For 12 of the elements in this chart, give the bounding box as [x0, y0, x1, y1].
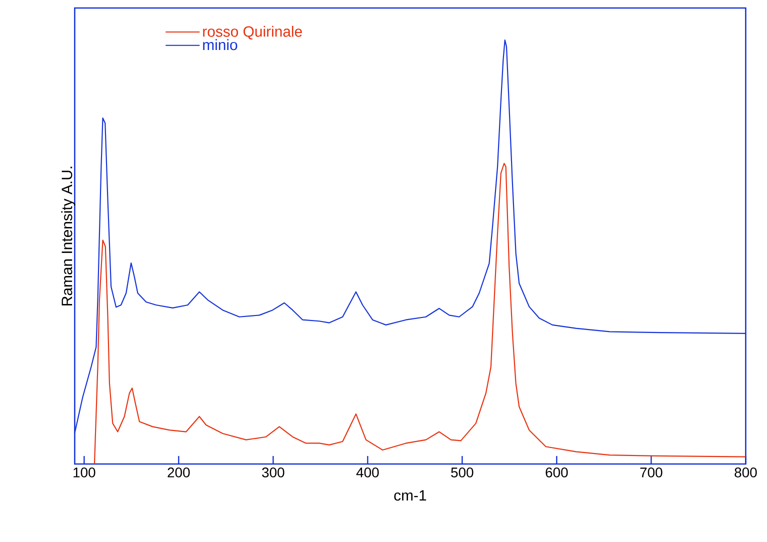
x-axis-title: cm-1	[394, 490, 426, 501]
legend-label: minio	[203, 39, 238, 50]
x-tick-label: 300	[262, 468, 284, 478]
y-axis-title: Raman Intensity A.U.	[61, 166, 76, 306]
x-tick-label: 100	[74, 468, 96, 478]
x-tick-label: 600	[546, 468, 568, 478]
legend-label: rosso Quirinale	[203, 26, 302, 40]
x-tick-label: 400	[356, 468, 379, 478]
x-tick-label: 200	[168, 468, 190, 478]
x-tick-label: 500	[451, 468, 474, 478]
x-tick-label: 700	[640, 468, 662, 478]
x-tick-label: 800	[734, 468, 757, 478]
